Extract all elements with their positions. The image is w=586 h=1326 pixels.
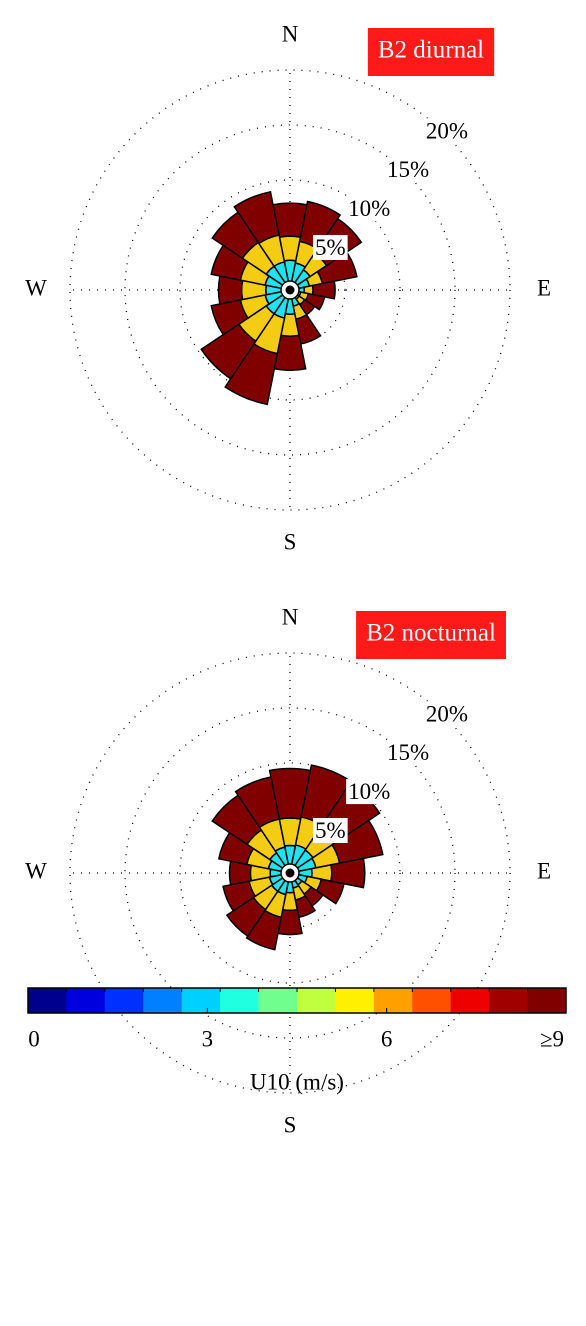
tick-label-bg — [385, 157, 432, 183]
wind-segment — [200, 323, 257, 380]
tick-label-bg — [423, 118, 471, 144]
r-tick-label: 20% — [426, 118, 468, 143]
colorbar-cell — [297, 988, 336, 1013]
wind-segment — [315, 878, 345, 905]
r-tick-label: 5% — [315, 818, 346, 843]
direction-label: S — [284, 1112, 297, 1137]
colorbar-cell — [412, 988, 452, 1013]
colorbar-cell — [181, 988, 221, 1013]
colorbar-cell — [335, 988, 375, 1013]
colorbar-cell — [28, 988, 67, 1013]
colorbar-cell — [104, 988, 144, 1013]
colorbar-cell — [489, 988, 529, 1013]
chart-title: B2 diurnal — [378, 37, 484, 64]
grid-ring — [234, 234, 346, 346]
colorbar-cell — [258, 988, 298, 1013]
r-tick-label: 15% — [387, 157, 429, 182]
title-box — [356, 611, 506, 659]
tick-label-bg — [385, 740, 432, 766]
grid-ring — [124, 124, 456, 456]
r-tick-label: 10% — [348, 196, 390, 221]
direction-label: E — [537, 858, 551, 883]
grid-ring — [124, 707, 456, 1039]
grid-ring — [179, 762, 401, 984]
x-tick-label: 0 — [28, 1026, 40, 1051]
colorbar-frame — [27, 987, 567, 1014]
r-tick-label: 15% — [387, 740, 429, 765]
r-tick-label: 10% — [348, 779, 390, 804]
x-tick-label: 6 — [381, 1026, 393, 1051]
tick-label-bg — [312, 817, 348, 843]
colorbar-cell — [220, 988, 260, 1013]
direction-label: S — [284, 529, 297, 554]
tick-label-bg — [346, 196, 393, 222]
grid-ring — [179, 179, 401, 401]
tick-label-bg — [312, 234, 348, 260]
wind-segment — [330, 857, 366, 889]
wind-segment — [224, 342, 279, 406]
tick-label-bg — [346, 779, 393, 805]
x-tick-label: ≥9 — [540, 1026, 564, 1051]
colorbar-cell — [66, 988, 106, 1013]
direction-label: W — [25, 858, 47, 883]
wind-segment — [234, 776, 281, 829]
center-dot — [285, 285, 295, 295]
direction-label: E — [537, 275, 551, 300]
grid-ring — [69, 652, 511, 1094]
colorbar-cell — [373, 988, 413, 1013]
wind-segment — [233, 190, 280, 245]
tick-label-bg — [423, 701, 471, 727]
direction-label: N — [282, 21, 299, 46]
colorbar-cell — [143, 988, 183, 1013]
r-tick-label: 5% — [315, 235, 346, 260]
colorbar-cell — [527, 988, 567, 1013]
title-box — [367, 28, 495, 76]
colorbar-cell — [450, 988, 490, 1013]
chart-title: B2 nocturnal — [366, 620, 496, 647]
r-tick-label: 20% — [426, 701, 468, 726]
center-dot — [285, 868, 295, 878]
x-axis-label: U10 (m/s) — [250, 1069, 344, 1094]
grid-ring — [69, 69, 511, 511]
direction-label: W — [25, 275, 47, 300]
direction-label: N — [282, 604, 299, 629]
x-tick-label: 3 — [202, 1026, 214, 1051]
